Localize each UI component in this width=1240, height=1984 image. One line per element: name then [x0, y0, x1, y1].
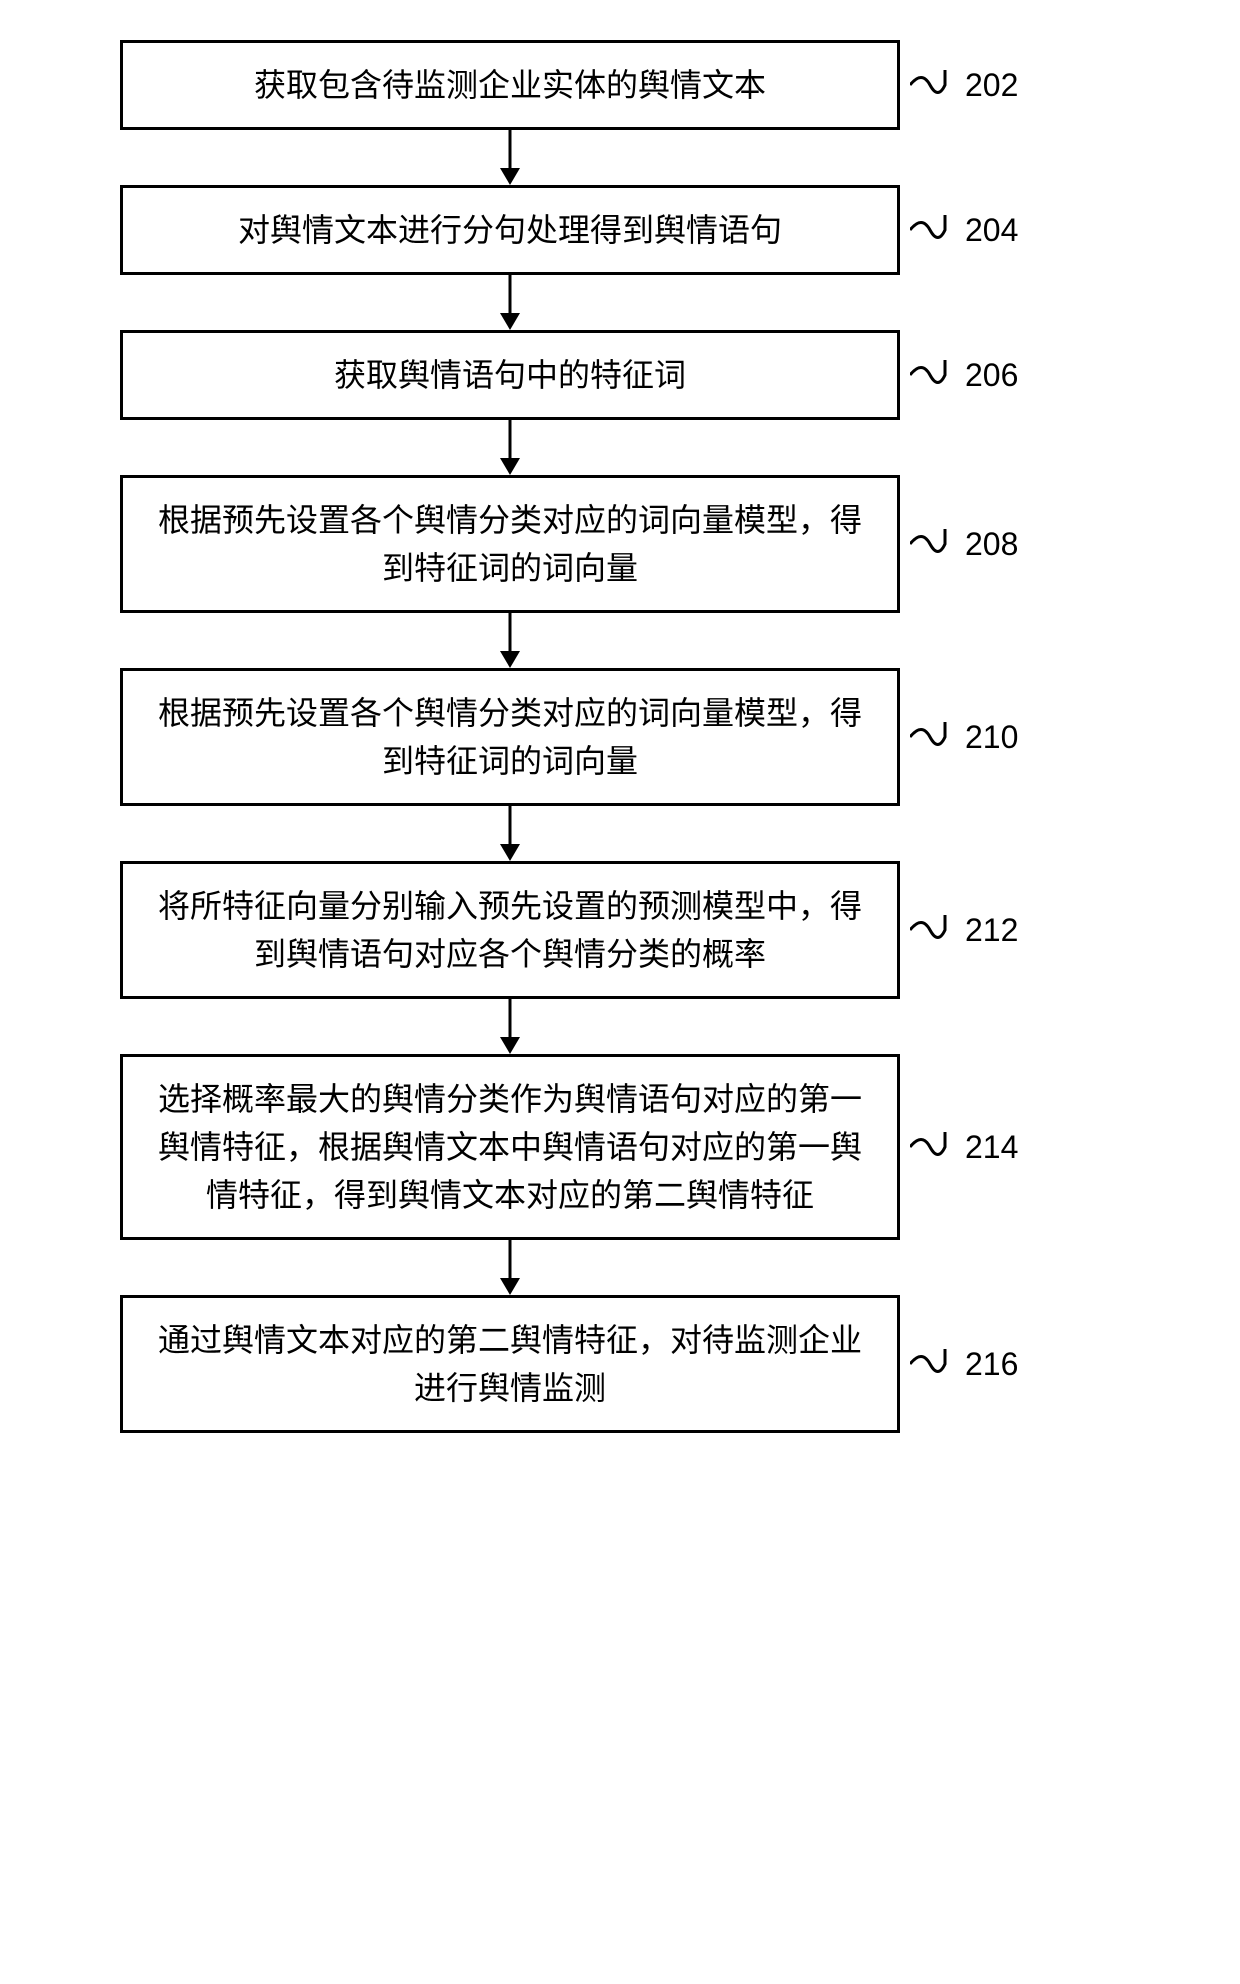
step-connector: 210 [900, 717, 1120, 757]
arrow-container [120, 1240, 900, 1295]
step-row: 获取舆情语句中的特征词 206 [120, 330, 1120, 420]
arrow-container [120, 613, 900, 668]
step-label: 216 [965, 1346, 1018, 1383]
step-label: 204 [965, 212, 1018, 249]
arrow-down-icon [490, 613, 530, 668]
arrow-down-icon [490, 806, 530, 861]
step-row: 根据预先设置各个舆情分类对应的词向量模型，得到特征词的词向量 210 [120, 668, 1120, 806]
step-connector: 202 [900, 65, 1120, 105]
step-box-216: 通过舆情文本对应的第二舆情特征，对待监测企业进行舆情监测 [120, 1295, 900, 1433]
step-row: 选择概率最大的舆情分类作为舆情语句对应的第一舆情特征，根据舆情文本中舆情语句对应… [120, 1054, 1120, 1240]
step-connector: 212 [900, 910, 1120, 950]
step-box-214: 选择概率最大的舆情分类作为舆情语句对应的第一舆情特征，根据舆情文本中舆情语句对应… [120, 1054, 900, 1240]
step-connector: 208 [900, 524, 1120, 564]
flowchart-container: 获取包含待监测企业实体的舆情文本 202 对舆情文本进行分句处理得到舆情语句 2… [120, 40, 1120, 1433]
step-connector: 216 [900, 1344, 1120, 1384]
squiggle-icon [910, 1344, 960, 1384]
step-label: 210 [965, 719, 1018, 756]
step-connector: 206 [900, 355, 1120, 395]
step-row: 获取包含待监测企业实体的舆情文本 202 [120, 40, 1120, 130]
step-box-208: 根据预先设置各个舆情分类对应的词向量模型，得到特征词的词向量 [120, 475, 900, 613]
squiggle-icon [910, 65, 960, 105]
step-row: 对舆情文本进行分句处理得到舆情语句 204 [120, 185, 1120, 275]
step-row: 将所特征向量分别输入预先设置的预测模型中，得到舆情语句对应各个舆情分类的概率 2… [120, 861, 1120, 999]
squiggle-icon [910, 1127, 960, 1167]
arrow-container [120, 999, 900, 1054]
step-connector: 204 [900, 210, 1120, 250]
step-label: 208 [965, 526, 1018, 563]
arrow-container [120, 130, 900, 185]
step-label: 212 [965, 912, 1018, 949]
arrow-down-icon [490, 420, 530, 475]
arrow-down-icon [490, 130, 530, 185]
step-label: 214 [965, 1129, 1018, 1166]
squiggle-icon [910, 355, 960, 395]
arrow-down-icon [490, 275, 530, 330]
arrow-container [120, 275, 900, 330]
step-box-210: 根据预先设置各个舆情分类对应的词向量模型，得到特征词的词向量 [120, 668, 900, 806]
squiggle-icon [910, 210, 960, 250]
arrow-down-icon [490, 1240, 530, 1295]
step-row: 通过舆情文本对应的第二舆情特征，对待监测企业进行舆情监测 216 [120, 1295, 1120, 1433]
step-connector: 214 [900, 1127, 1120, 1167]
step-box-206: 获取舆情语句中的特征词 [120, 330, 900, 420]
arrow-container [120, 806, 900, 861]
squiggle-icon [910, 717, 960, 757]
arrow-container [120, 420, 900, 475]
step-box-202: 获取包含待监测企业实体的舆情文本 [120, 40, 900, 130]
squiggle-icon [910, 910, 960, 950]
step-row: 根据预先设置各个舆情分类对应的词向量模型，得到特征词的词向量 208 [120, 475, 1120, 613]
arrow-down-icon [490, 999, 530, 1054]
step-label: 202 [965, 67, 1018, 104]
squiggle-icon [910, 524, 960, 564]
step-box-212: 将所特征向量分别输入预先设置的预测模型中，得到舆情语句对应各个舆情分类的概率 [120, 861, 900, 999]
step-label: 206 [965, 357, 1018, 394]
step-box-204: 对舆情文本进行分句处理得到舆情语句 [120, 185, 900, 275]
